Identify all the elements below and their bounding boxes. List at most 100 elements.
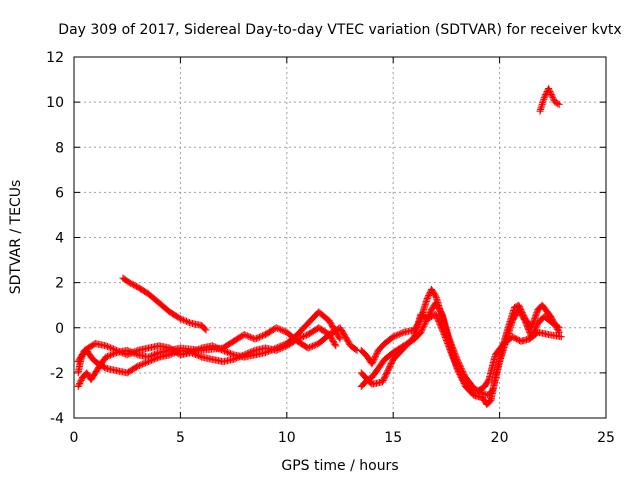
data-point [225,349,233,357]
data-point [420,322,428,330]
data-point [272,324,280,332]
data-point [277,326,285,334]
data-point [445,343,453,351]
data-point [438,326,446,334]
data-point [436,320,444,328]
data-point [395,330,403,338]
data-point [446,346,454,354]
data-point [394,331,402,339]
data-point [140,360,148,368]
data-point [274,343,282,351]
data-point [484,377,492,385]
data-point [540,94,548,102]
data-point [310,341,318,349]
data-point [108,344,116,352]
data-point [369,357,377,365]
data-point [451,357,459,365]
data-point [448,352,456,360]
data-point [301,332,309,340]
data-point [423,294,431,302]
data-point [557,333,565,341]
data-point [370,355,378,363]
data-point [111,349,119,357]
data-point [545,86,553,94]
y-tick-label: 12 [46,50,64,66]
data-point [443,338,451,346]
data-point [445,344,453,352]
data-point [398,329,406,337]
data-point [131,350,139,358]
data-point [181,317,189,325]
data-point [373,349,381,357]
data-point [432,312,440,320]
data-point [425,291,433,299]
data-point [245,332,253,340]
x-axis-label: GPS time / hours [281,458,398,474]
data-point [420,321,428,329]
data-point [246,333,254,341]
data-point [309,342,317,350]
data-point [75,381,83,389]
data-point [108,351,116,359]
data-point [298,333,306,341]
data-point [433,313,441,321]
data-point [196,352,204,360]
data-point [421,319,429,327]
data-point [455,368,463,376]
data-point [438,325,446,333]
data-point [448,350,456,358]
data-point [371,354,379,362]
data-point [277,342,285,350]
data-point [76,378,84,386]
data-point [443,337,451,345]
data-point [125,347,133,355]
data-point [148,352,156,360]
data-point [332,342,340,350]
data-point [450,356,458,364]
data-point [151,351,159,359]
data-point [519,310,527,318]
data-point [444,340,452,348]
data-point [454,366,462,374]
data-point [182,317,190,325]
data-point [128,348,136,356]
data-point [154,349,162,357]
data-point [271,345,279,353]
data-point [518,309,526,317]
data-point [424,293,432,301]
data-point [437,323,445,331]
data-point [265,347,273,355]
x-tick-label: 25 [597,430,615,446]
data-point [141,359,149,367]
data-point [275,343,283,351]
data-point [257,332,265,340]
data-point [76,379,84,387]
data-point [228,350,236,358]
data-point [545,85,553,93]
data-point [129,349,137,357]
data-point [516,304,524,312]
data-point [447,349,455,357]
data-point [176,315,184,323]
axis-ticks: 0 5 10 15 20 25 -4 -2 0 2 4 6 8 10 12 [46,50,615,446]
data-point [126,348,134,356]
data-point [300,332,308,340]
data-point [138,360,146,368]
data-point [369,358,377,366]
data-point [74,382,82,390]
x-tick-label: 5 [176,430,185,446]
data-point [266,347,274,355]
data-point [451,359,459,367]
data-point [419,324,427,332]
y-tick-label: 6 [55,185,64,201]
series-track-c [74,324,361,390]
data-point [372,351,380,359]
data-point [304,344,312,352]
data-point [146,352,154,360]
data-point [541,92,549,100]
data-point [106,344,114,352]
y-tick-label: 8 [55,140,64,156]
data-point [456,370,464,378]
y-tick-label: 2 [55,276,64,292]
